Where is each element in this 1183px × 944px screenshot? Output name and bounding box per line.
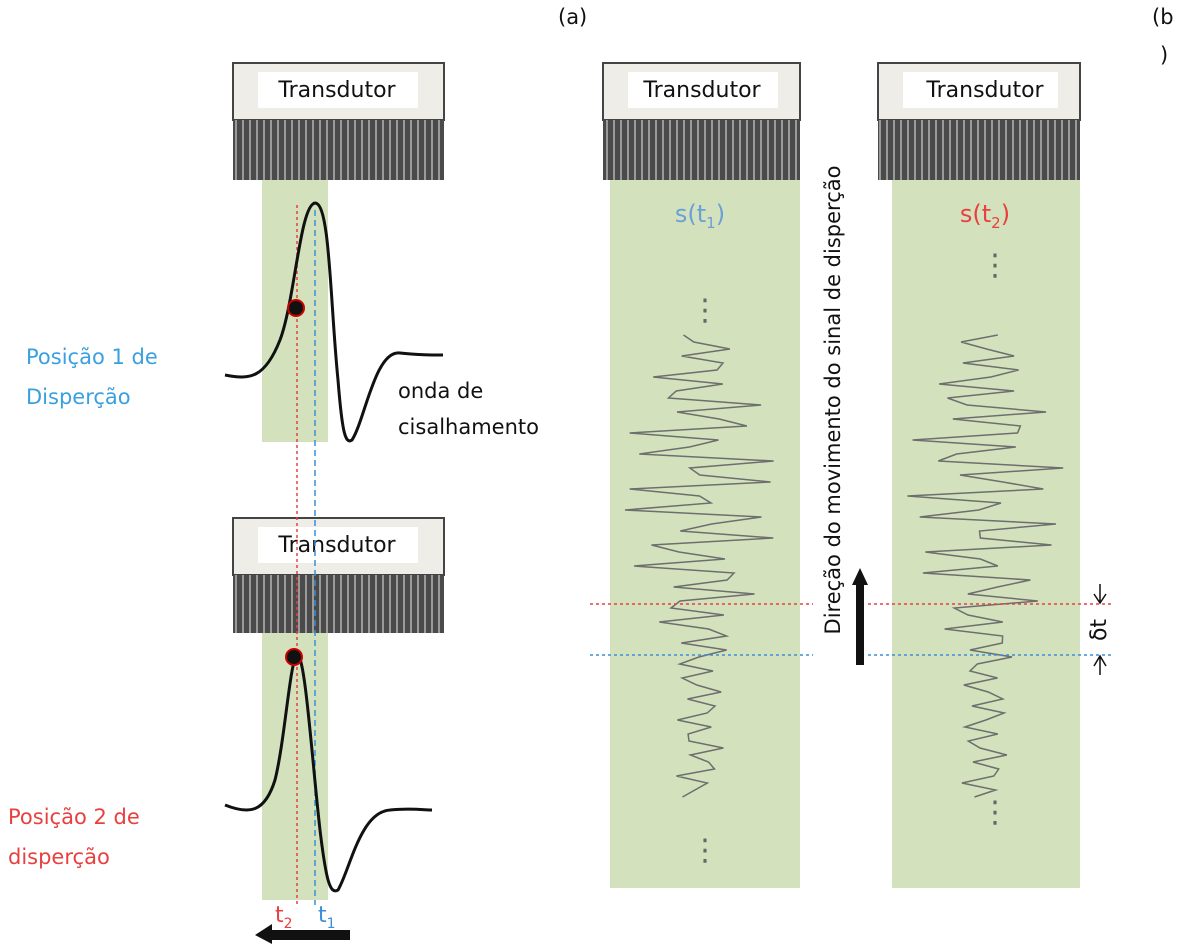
panel-label: ) <box>1160 43 1168 67</box>
ellipsis: ⋮ <box>690 293 720 328</box>
transducer: Transdutor <box>602 62 801 180</box>
shear-wave <box>224 653 433 893</box>
signal-trace <box>907 334 1064 798</box>
arrow <box>255 924 350 944</box>
particle <box>287 299 305 317</box>
direction-label: Direção do movimento do sinal de disperç… <box>821 166 845 635</box>
signal-traces <box>624 334 1064 798</box>
panel-label: (a) <box>558 5 587 29</box>
transducer: Transdutor <box>877 62 1081 180</box>
transducer-label: Transdutor <box>642 78 761 103</box>
transducer: Transdutor <box>232 62 445 180</box>
signal-trace <box>624 334 774 798</box>
arrow <box>1093 584 1107 605</box>
position-label: Posição 1 de <box>26 345 158 369</box>
time-label: t2 <box>275 903 293 932</box>
transducer-label: Transdutor <box>277 78 396 103</box>
transducer-label: Transdutor <box>925 78 1044 103</box>
time-label: t1 <box>318 903 336 932</box>
particle <box>285 648 303 666</box>
ellipsis: ⋮ <box>980 795 1010 830</box>
medium-strip <box>262 633 328 900</box>
medium-strip <box>892 180 1080 888</box>
ellipsis: ⋮ <box>980 248 1010 283</box>
arrow <box>852 568 868 665</box>
position-label: disperção <box>8 845 110 869</box>
wave-label: onda de <box>398 379 483 403</box>
transducer: Transdutor <box>232 517 445 633</box>
transducer-label: Transdutor <box>277 533 396 558</box>
ellipsis: ⋮ <box>690 833 720 868</box>
position-label: Posição 2 de <box>8 805 140 829</box>
signal-label: s(t1) <box>675 200 725 232</box>
signal-label: s(t2) <box>960 200 1010 232</box>
panel-label: (b <box>1152 5 1174 29</box>
wave-label: cisalhamento <box>398 415 539 439</box>
position-label: Disperção <box>26 385 131 409</box>
shear-wave <box>224 201 444 443</box>
delta-label: δt <box>1087 619 1112 641</box>
arrow <box>1093 654 1107 675</box>
